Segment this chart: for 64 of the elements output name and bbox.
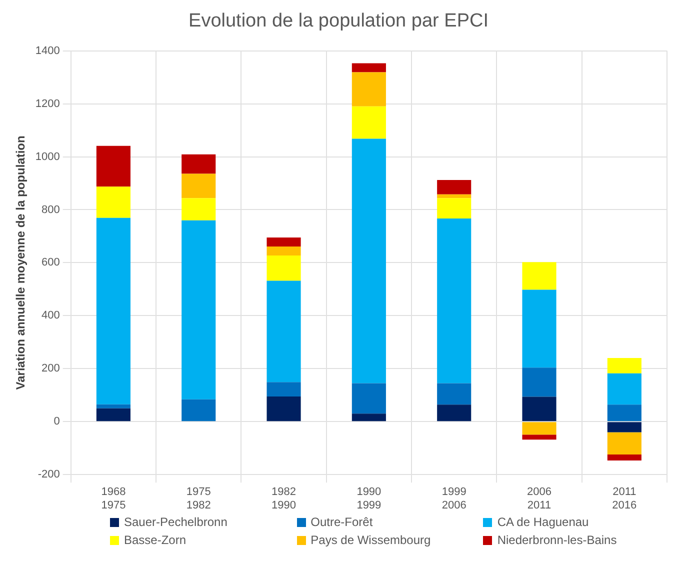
bar bbox=[522, 422, 556, 435]
bar bbox=[352, 63, 386, 72]
bar bbox=[182, 220, 216, 400]
legend-label: Niederbronn-les-Bains bbox=[496, 533, 618, 547]
bar bbox=[437, 198, 472, 218]
bar bbox=[182, 399, 216, 422]
y-tick-label: 1400 bbox=[35, 44, 60, 57]
x-tick-label: 1999 2006 bbox=[442, 486, 466, 512]
bar bbox=[437, 404, 472, 422]
y-tick-label: 400 bbox=[42, 310, 60, 322]
x-tick-label: 1990 1999 bbox=[356, 486, 382, 512]
chart-title: Evolution de la population par EPCI bbox=[188, 10, 488, 32]
x-tick-label: 2006 2011 bbox=[527, 486, 552, 512]
bar bbox=[266, 382, 301, 396]
bar bbox=[522, 262, 556, 290]
y-axis-title: Variation annuelle moyenne de la population bbox=[14, 136, 28, 390]
bar bbox=[96, 186, 130, 218]
y-tick-label: 0 bbox=[54, 416, 60, 428]
bar bbox=[352, 138, 386, 384]
bar bbox=[437, 194, 472, 198]
bar bbox=[352, 106, 386, 139]
bar bbox=[437, 218, 472, 384]
bar bbox=[182, 198, 216, 220]
y-tick-label: -200 bbox=[38, 468, 60, 481]
y-tick-label: 600 bbox=[42, 256, 60, 269]
bar bbox=[607, 404, 642, 422]
x-tick-label: 1975 1982 bbox=[186, 486, 211, 512]
legend-label: Basse-Zorn bbox=[123, 533, 188, 547]
y-tick-label: 1200 bbox=[35, 98, 60, 110]
y-tick-label: 1000 bbox=[35, 150, 60, 163]
bar bbox=[437, 383, 472, 405]
bar bbox=[266, 238, 301, 247]
bar bbox=[266, 256, 301, 281]
legend-label: Sauer-Pechelbronn bbox=[123, 515, 228, 529]
bar bbox=[352, 72, 386, 106]
bar bbox=[522, 434, 556, 440]
legend-label: CA de Haguenau bbox=[496, 515, 590, 529]
bar bbox=[522, 368, 556, 397]
bar bbox=[607, 358, 642, 374]
x-tick-label: 1968 1975 bbox=[101, 486, 126, 512]
bar bbox=[607, 373, 642, 405]
bar bbox=[266, 396, 301, 422]
bar bbox=[266, 280, 301, 382]
bar bbox=[607, 432, 642, 454]
legend-label: Pays de Wissembourg bbox=[310, 533, 432, 547]
x-tick-label: 2011 2016 bbox=[612, 486, 637, 512]
bar bbox=[182, 174, 216, 198]
bar bbox=[607, 422, 642, 432]
x-tick-label: 1982 1990 bbox=[272, 486, 296, 512]
bar bbox=[352, 383, 386, 414]
bar bbox=[182, 154, 216, 174]
bar bbox=[607, 454, 642, 461]
bar bbox=[96, 146, 130, 187]
bar bbox=[96, 408, 130, 422]
bar bbox=[522, 396, 556, 422]
bar bbox=[352, 414, 386, 422]
bar bbox=[266, 246, 301, 256]
legend-label: Outre-Forêt bbox=[310, 515, 374, 529]
bar bbox=[522, 290, 556, 368]
y-tick-label: 200 bbox=[42, 362, 60, 375]
bar bbox=[96, 404, 130, 408]
y-tick-label: 800 bbox=[42, 204, 60, 216]
bar bbox=[437, 180, 472, 194]
bar bbox=[96, 218, 130, 404]
